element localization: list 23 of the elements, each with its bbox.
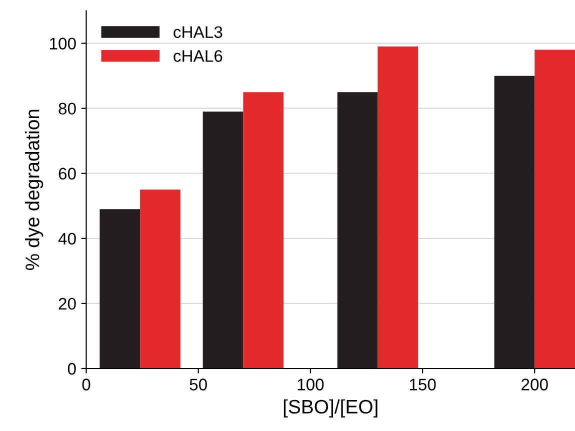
bar: [202, 112, 244, 369]
y-tick-label: 0: [68, 362, 76, 375]
x-tick-label: 0: [82, 378, 90, 390]
y-tick-label: 40: [58, 232, 76, 245]
x-tick-label: 150: [410, 378, 436, 390]
bar: [100, 209, 140, 369]
legend-label: cHAL6: [174, 50, 222, 62]
bar: [534, 50, 575, 369]
bar: [378, 46, 418, 369]
y-tick-label: 100: [50, 38, 76, 50]
x-tick-label: 50: [190, 378, 207, 390]
x-tick-label: 100: [298, 378, 324, 390]
bar: [140, 190, 180, 369]
legend-label: cHAL3: [174, 26, 222, 38]
x-axis-title: [SBO]/[EO]: [284, 399, 378, 418]
y-tick-label: 60: [58, 168, 76, 180]
y-tick-label: 80: [58, 102, 76, 115]
x-tick-label: 200: [522, 378, 548, 390]
y-tick-label: 20: [58, 298, 76, 310]
bar: [243, 92, 284, 369]
bar: [494, 76, 535, 369]
y-axis-title: % dye degradation: [25, 110, 44, 270]
bar: [337, 92, 378, 369]
